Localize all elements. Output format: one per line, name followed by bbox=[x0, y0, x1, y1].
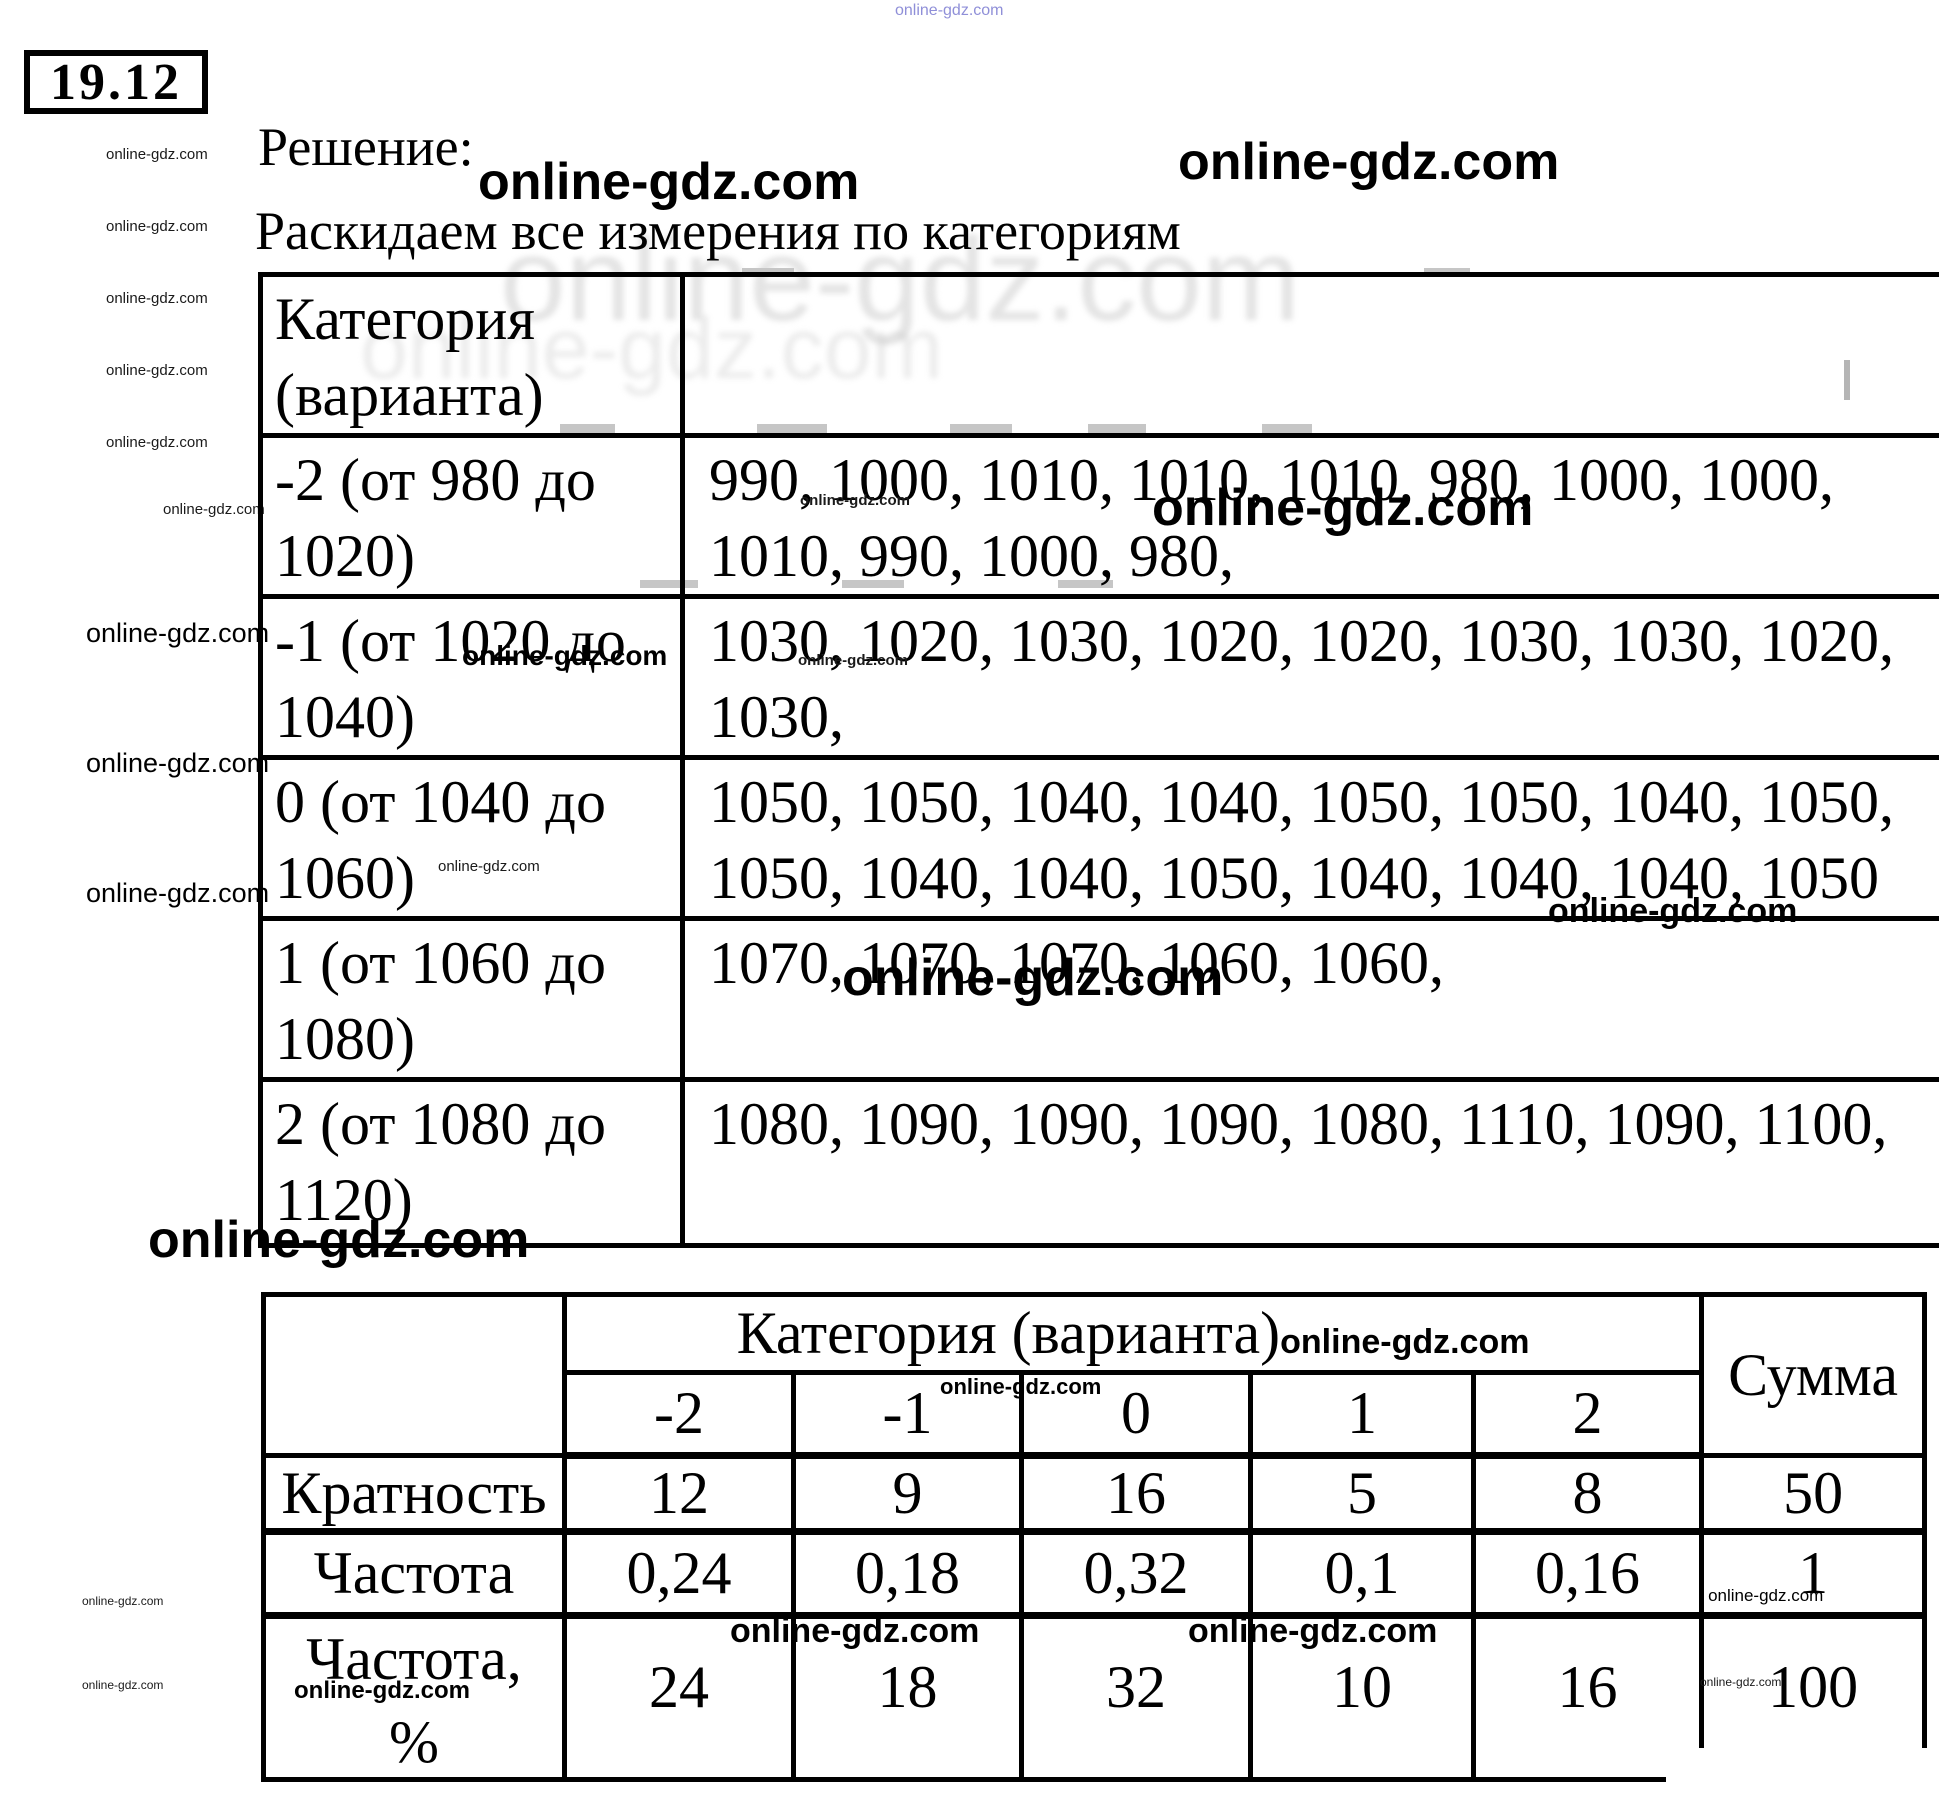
watermark-text: online-gdz.com bbox=[895, 2, 1004, 19]
category-cell: 1 (от 1060 до 1080) bbox=[258, 916, 685, 1082]
watermark-text: online-gdz.com bbox=[1700, 1675, 1782, 1689]
values-cell: 1030, 1020, 1030, 1020, 1020, 1030, 1030… bbox=[680, 594, 1939, 760]
value-cell: 24 bbox=[562, 1613, 796, 1782]
watermark-text: online-gdz.com bbox=[800, 492, 910, 509]
category-group-header: Категория (варианта)online-gdz.com bbox=[561, 1292, 1705, 1375]
values-cell: 1070, 1070, 1070, 1060, 1060, bbox=[680, 916, 1939, 1082]
value-cell: 0,18 bbox=[791, 1529, 1024, 1619]
table-row: 2 (от 1080 до 1120) 1080, 1090, 1090, 10… bbox=[258, 1077, 1939, 1248]
watermark-text: online-gdz.com bbox=[478, 153, 860, 211]
value-cell: 12 bbox=[562, 1453, 796, 1535]
value-cell: 0,1 bbox=[1248, 1529, 1476, 1619]
value-cell: 10 bbox=[1248, 1613, 1476, 1782]
multiplicity-row: Кратность 12 9 16 5 8 50 bbox=[261, 1453, 1928, 1535]
category-cell: -1 (от 1020 до 1040) bbox=[258, 594, 685, 760]
solution-heading: Решение: bbox=[258, 117, 474, 177]
watermark-text: online-gdz.com bbox=[1178, 133, 1560, 191]
row-label: Частота, online-gdz.com % bbox=[261, 1613, 567, 1782]
watermark-text: online-gdz.com bbox=[106, 434, 208, 451]
sum-header-cell: Сумма bbox=[1699, 1292, 1928, 1458]
watermark-text: online-gdz.com bbox=[86, 878, 270, 908]
category-values-row: -2 -1 0 1 2 bbox=[264, 1370, 1925, 1459]
table-row: -2 (от 980 до 1020) 990, 1000, 1010, 101… bbox=[258, 433, 1939, 599]
watermark-text: online-gdz.com bbox=[842, 949, 1224, 1007]
watermark-text: online-gdz.com bbox=[940, 1374, 1102, 1399]
watermark-text: online-gdz.com bbox=[148, 1211, 530, 1269]
watermark-text: online-gdz.com bbox=[462, 640, 668, 671]
values-cell: 1050, 1050, 1040, 1040, 1050, 1050, 1040… bbox=[680, 755, 1939, 921]
sum-cell: 1 online-gdz.com bbox=[1699, 1529, 1928, 1619]
watermark-text: online-gdz.com bbox=[798, 652, 908, 669]
table-header-row: Категория (варианта) bbox=[258, 272, 1939, 438]
category-value-cell: 0 bbox=[1019, 1370, 1253, 1459]
value-cell: 16 bbox=[1470, 1613, 1705, 1782]
table-row: -1 (от 1020 до 1040) 1030, 1020, 1030, 1… bbox=[258, 594, 1939, 760]
watermark-text: online-gdz.com bbox=[294, 1677, 470, 1704]
value-cell: 5 bbox=[1248, 1453, 1476, 1535]
value-cell: 9 bbox=[791, 1453, 1024, 1535]
watermark-text: online-gdz.com bbox=[82, 1594, 164, 1608]
values-cell: 990, 1000, 1010, 1010, 1010, 980, 1000, … bbox=[680, 433, 1939, 599]
category-value-cell: 2 bbox=[1470, 1370, 1705, 1459]
value-cell: 18 bbox=[791, 1613, 1024, 1782]
category-value-cell: 1 bbox=[1248, 1370, 1476, 1459]
table-row: 1 (от 1060 до 1080) 1070, 1070, 1070, 10… bbox=[258, 916, 1939, 1082]
measurements-table: Категория (варианта) -2 (от 980 до 1020)… bbox=[258, 272, 1939, 1248]
frequency-percent-row: Частота, online-gdz.com % 24 18 32 10 16… bbox=[261, 1613, 1928, 1782]
watermark-text: online-gdz.com bbox=[1708, 1586, 1824, 1605]
watermark-text: online-gdz.com bbox=[106, 218, 208, 235]
watermark-text: online-gdz.com bbox=[730, 1612, 980, 1650]
problem-number-box: 19.12 bbox=[24, 50, 208, 114]
watermark-text: online-gdz.com bbox=[86, 748, 270, 778]
watermark-text: online-gdz.com bbox=[82, 1678, 164, 1692]
value-cell: 0,16 bbox=[1470, 1529, 1705, 1619]
row-label: Частота bbox=[261, 1529, 567, 1619]
scan-cutoff-patch bbox=[1666, 1748, 1939, 1797]
watermark-text: online-gdz.com bbox=[86, 618, 270, 648]
watermark-text: online-gdz.com bbox=[163, 501, 265, 518]
watermark-text: online-gdz.com bbox=[106, 290, 208, 307]
watermark-text: online-gdz.com bbox=[106, 362, 208, 379]
values-cell: 1080, 1090, 1090, 1090, 1080, 1110, 1090… bbox=[680, 1077, 1939, 1248]
value-cell: 0,24 bbox=[562, 1529, 796, 1619]
category-header-cell: Категория (варианта) bbox=[258, 272, 685, 438]
watermark-text: online-gdz.com bbox=[1188, 1612, 1438, 1650]
watermark-text: online-gdz.com bbox=[1152, 479, 1534, 537]
watermark-text: online-gdz.com bbox=[438, 858, 540, 875]
table-row: 0 (от 1040 до 1060) 1050, 1050, 1040, 10… bbox=[258, 755, 1939, 921]
table-header-row: Категория (варианта)online-gdz.com Сумма bbox=[261, 1292, 1928, 1458]
sum-cell: 50 bbox=[1699, 1453, 1928, 1535]
category-value-cell: -2 bbox=[562, 1370, 796, 1459]
watermark-text: online-gdz.com bbox=[1280, 1323, 1530, 1361]
problem-number: 19.12 bbox=[50, 53, 182, 111]
category-value-cell: -1 bbox=[791, 1370, 1024, 1459]
value-cell: 8 bbox=[1470, 1453, 1705, 1535]
watermark-text: online-gdz.com bbox=[1548, 892, 1798, 930]
frequency-row: Частота 0,24 0,18 0,32 0,1 0,16 1 online… bbox=[261, 1529, 1928, 1619]
value-cell: 32 bbox=[1019, 1613, 1253, 1782]
row-label: Кратность bbox=[261, 1453, 567, 1535]
frequency-table: Категория (варианта)online-gdz.com Сумма… bbox=[261, 1292, 1928, 1782]
empty-corner-cell bbox=[261, 1292, 567, 1458]
category-cell: 2 (от 1080 до 1120) bbox=[258, 1077, 685, 1248]
subtitle-text: Раскидаем все измерения по категориям bbox=[255, 201, 1181, 261]
value-cell: 0,32 bbox=[1019, 1529, 1253, 1619]
category-cell: -2 (от 980 до 1020) bbox=[258, 433, 685, 599]
watermark-text: online-gdz.com bbox=[106, 146, 208, 163]
values-header-cell bbox=[680, 272, 1939, 438]
category-cell: 0 (от 1040 до 1060) bbox=[258, 755, 685, 921]
value-cell: 16 bbox=[1019, 1453, 1253, 1535]
